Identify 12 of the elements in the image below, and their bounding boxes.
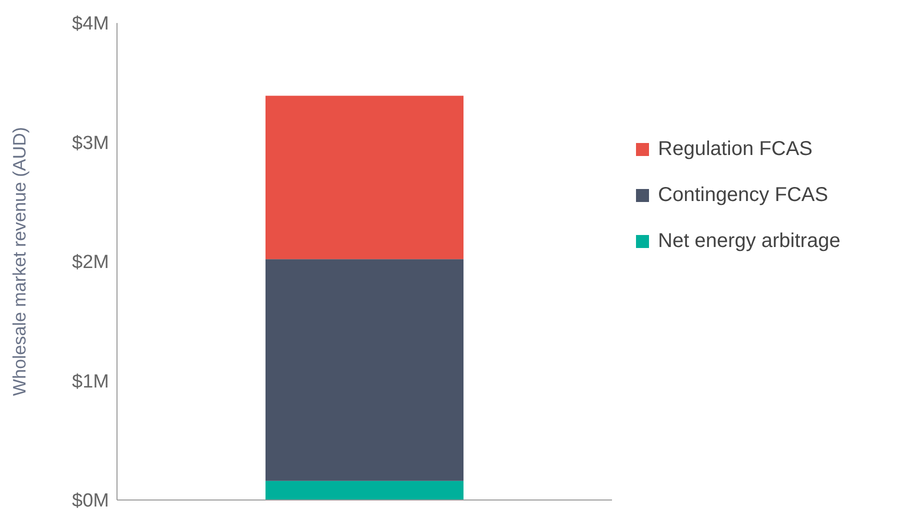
y-axis-title: Wholesale market revenue (AUD) — [9, 126, 30, 396]
bar — [266, 259, 464, 481]
y-tick-label: $4M — [72, 14, 109, 35]
y-tick-label: $0M — [72, 490, 109, 512]
legend-label: Regulation FCAS — [658, 138, 813, 160]
bar — [266, 480, 464, 500]
y-tick-label: $1M — [72, 371, 109, 392]
legend-label: Contingency FCAS — [658, 184, 828, 206]
bar — [266, 96, 464, 260]
y-tick-label: $3M — [72, 132, 109, 154]
y-tick-label: $2M — [72, 252, 109, 274]
legend-label: Net energy arbitrage — [658, 230, 840, 252]
